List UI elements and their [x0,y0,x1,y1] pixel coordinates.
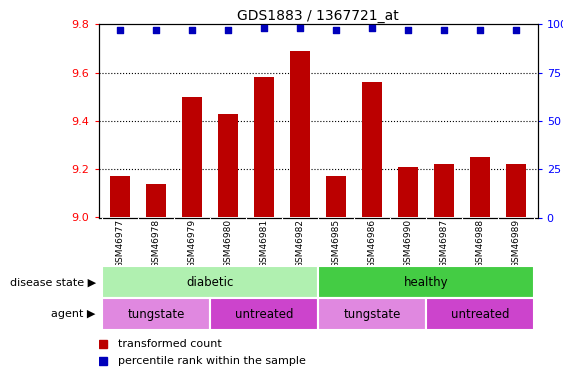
Point [260,25,269,31]
Point [368,25,377,31]
Bar [434,164,454,218]
Bar [362,82,382,218]
Bar [146,184,166,218]
Text: tungstate: tungstate [127,308,185,321]
Point [115,27,124,33]
Bar [318,298,426,330]
Text: untreated: untreated [451,308,510,321]
Text: agent ▶: agent ▶ [51,309,96,319]
Bar [398,167,418,218]
Text: GSM46977: GSM46977 [115,219,124,268]
Text: GSM46986: GSM46986 [368,219,377,268]
Text: GSM46979: GSM46979 [187,219,196,268]
Point [224,27,233,33]
Text: diabetic: diabetic [186,276,234,289]
Text: GSM46981: GSM46981 [260,219,269,268]
Bar [218,114,238,218]
Text: tungstate: tungstate [343,308,401,321]
Bar [470,157,490,218]
Bar [102,298,210,330]
Point [476,27,485,33]
Bar [102,266,318,298]
Text: GSM46989: GSM46989 [512,219,521,268]
Point [332,27,341,33]
Text: GSM46987: GSM46987 [440,219,449,268]
Bar [426,298,534,330]
Text: untreated: untreated [235,308,293,321]
Text: disease state ▶: disease state ▶ [10,277,96,287]
Bar [290,51,310,217]
Point [404,27,413,33]
Bar [110,177,130,218]
Text: percentile rank within the sample: percentile rank within the sample [118,356,306,366]
Bar [210,298,318,330]
Point [151,27,160,33]
Point [296,25,305,31]
Bar [506,164,526,218]
Bar [326,177,346,218]
Text: GSM46990: GSM46990 [404,219,413,268]
Bar [182,97,202,218]
Text: healthy: healthy [404,276,448,289]
Point [440,27,449,33]
Text: GSM46988: GSM46988 [476,219,485,268]
Point [512,27,521,33]
Text: GSM46982: GSM46982 [296,219,305,268]
Title: GDS1883 / 1367721_at: GDS1883 / 1367721_at [237,9,399,23]
Bar [318,266,534,298]
Text: GSM46978: GSM46978 [151,219,160,268]
Text: GSM46980: GSM46980 [224,219,233,268]
Text: GSM46985: GSM46985 [332,219,341,268]
Text: transformed count: transformed count [118,339,222,349]
Point [187,27,196,33]
Bar [254,78,274,218]
